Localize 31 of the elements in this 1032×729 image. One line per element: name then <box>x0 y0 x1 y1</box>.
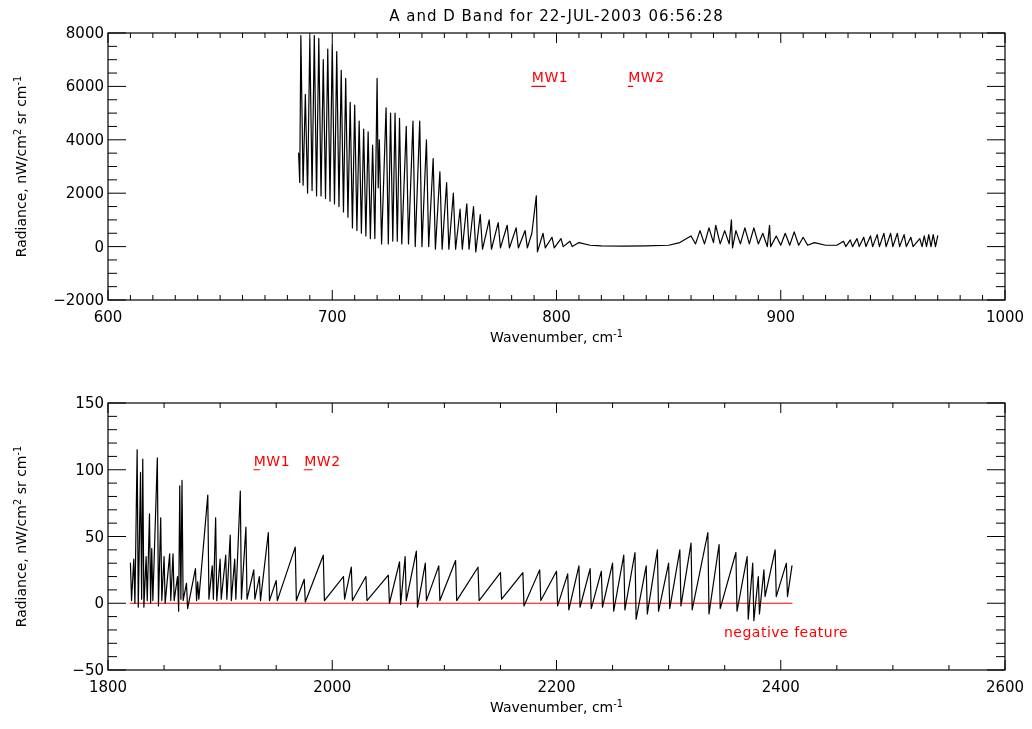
annotation: MW1 <box>531 69 569 86</box>
chart-title: A and D Band for 22-JUL-2003 06:56:28 <box>389 7 724 25</box>
x-tick-label: 2600 <box>985 678 1025 696</box>
x-axis-title: Wavenumber, cm$^{-1}$ <box>489 327 624 345</box>
y-tick-label: −2000 <box>53 291 104 309</box>
x-tick-label: 2000 <box>313 678 352 696</box>
y-tick-label: 150 <box>75 394 104 412</box>
annotation: MW2 <box>304 452 341 469</box>
annotation: MW1 <box>253 452 291 469</box>
x-tick-label: 2200 <box>537 678 576 696</box>
x-tick-label: 1800 <box>88 678 128 696</box>
y-tick-label: 2000 <box>65 184 104 203</box>
y-tick-label: 0 <box>94 594 104 613</box>
x-tick-label: 600 <box>93 308 123 326</box>
y-tick-label: 4000 <box>65 130 104 149</box>
y-tick-label: 0 <box>94 237 104 256</box>
x-tick-label: 2400 <box>761 678 800 696</box>
y-tick-label: 8000 <box>65 24 104 42</box>
annotation: negative feature <box>724 624 849 640</box>
x-tick-label: 700 <box>317 308 347 326</box>
y-tick-label: −50 <box>72 661 104 679</box>
y-tick-label: 50 <box>84 527 104 546</box>
y-tick-label: 6000 <box>65 77 104 96</box>
annotation: MW2 <box>628 69 665 86</box>
line-series <box>298 35 939 253</box>
line-series <box>129 449 793 622</box>
x-axis-title: Wavenumber, cm$^{-1}$ <box>489 697 624 715</box>
x-tick-label: 1000 <box>985 308 1025 326</box>
x-tick-label: 800 <box>542 308 571 326</box>
y-tick-label: 100 <box>75 460 104 479</box>
x-tick-label: 900 <box>766 308 796 326</box>
